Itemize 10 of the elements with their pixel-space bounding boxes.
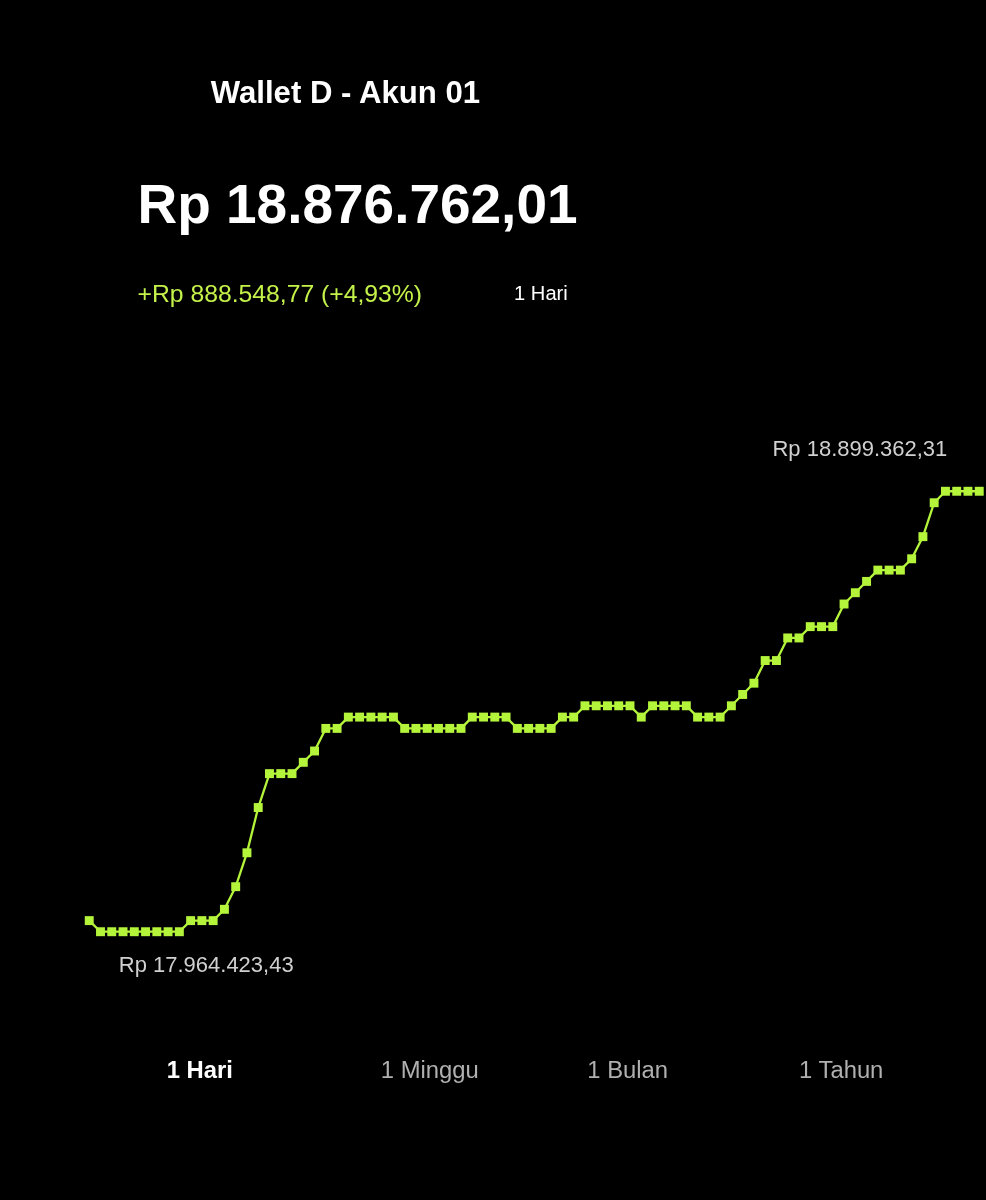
text: 1 Hari <box>514 282 568 305</box>
text: 1 Tahun <box>799 1056 884 1084</box>
chart-title: Rp 18.876.762,01 <box>137 173 578 236</box>
text: Wallet D - Akun 01 <box>210 75 481 111</box>
text: 1 Bulan <box>587 1056 669 1084</box>
data-label: Rp 18.899.362,31 <box>772 436 948 462</box>
text: 1 Minggu <box>380 1056 479 1084</box>
text: 1 Hari <box>166 1056 233 1084</box>
chart-subtitle: +Rp 888.548,77 (+4,93%) <box>137 280 423 308</box>
data-label: Rp 17.964.423,43 <box>118 952 294 978</box>
